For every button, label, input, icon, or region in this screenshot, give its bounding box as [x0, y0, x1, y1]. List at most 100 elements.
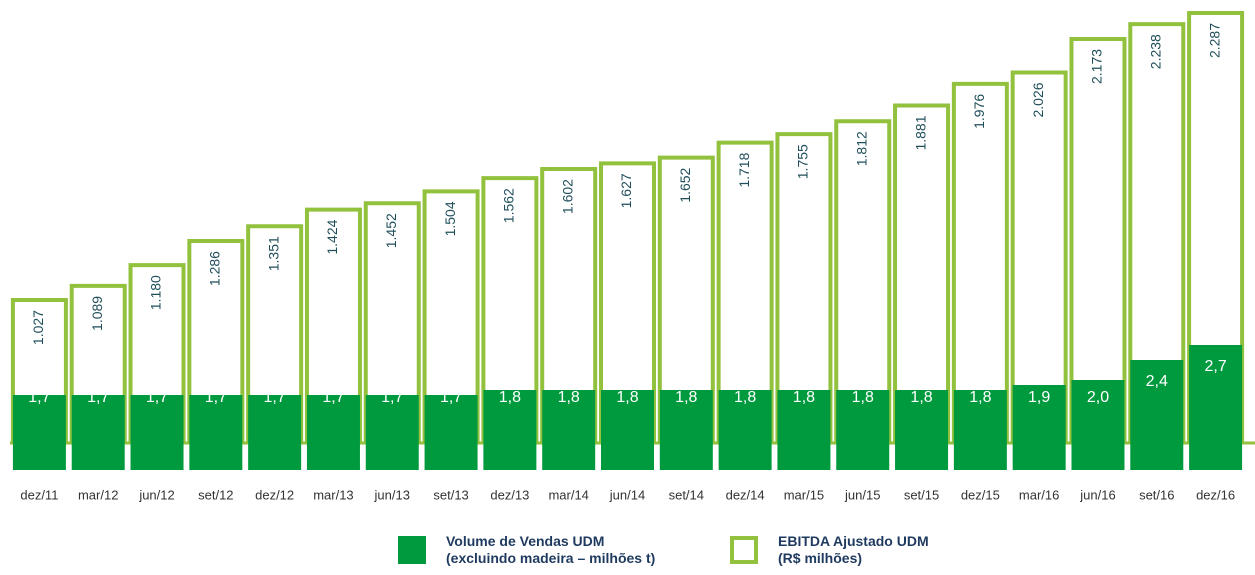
- ebitda-label: 1.504: [442, 201, 458, 236]
- ebitda-label: 1.351: [265, 236, 281, 271]
- ebitda-label: 2.287: [1206, 23, 1222, 58]
- x-tick-label: set/14: [669, 487, 704, 502]
- volume-bar: [1071, 380, 1125, 470]
- volume-label: 1,9: [1028, 389, 1050, 406]
- x-tick-label: set/15: [904, 487, 939, 502]
- ebitda-bar: [304, 207, 362, 443]
- x-tick-label: dez/14: [726, 487, 765, 502]
- volume-label: 1,7: [146, 389, 168, 406]
- volume-bar: [895, 390, 949, 470]
- x-tick-label: mar/15: [784, 487, 824, 502]
- x-tick-label: dez/13: [490, 487, 529, 502]
- ebitda-label: 2.238: [1147, 34, 1163, 69]
- ebitda-label: 1.881: [912, 115, 928, 150]
- volume-label: 1,8: [969, 389, 991, 406]
- volume-bar: [189, 395, 243, 470]
- ebitda-bar: [1128, 22, 1186, 443]
- ebitda-bar: [540, 167, 598, 443]
- volume-bar: [306, 395, 360, 470]
- volume-bar: [424, 395, 478, 470]
- x-tick-label: dez/16: [1196, 487, 1235, 502]
- ebitda-bar: [128, 263, 186, 443]
- ebitda-label: 1.602: [559, 179, 575, 214]
- volume-bar: [953, 390, 1007, 470]
- ebitda-bar: [716, 140, 774, 443]
- ebitda-label: 2.026: [1030, 82, 1046, 117]
- ebitda-bar: [1069, 36, 1127, 443]
- ebitda-label: 1.180: [148, 275, 164, 310]
- volume-label: 1,7: [381, 389, 403, 406]
- volume-label: 1,7: [440, 389, 462, 406]
- volume-label: 1,7: [322, 389, 344, 406]
- ebitda-label: 1.718: [736, 152, 752, 187]
- ebitda-label: 1.812: [853, 131, 869, 166]
- x-tick-label: jun/12: [138, 487, 174, 502]
- ebitda-bar: [422, 189, 480, 443]
- x-tick-label: dez/15: [961, 487, 1000, 502]
- volume-label: 1,8: [558, 389, 580, 406]
- volume-bar: [130, 395, 184, 470]
- ebitda-bar: [187, 239, 245, 443]
- ebitda-bar: [893, 103, 951, 443]
- x-tick-label: jun/15: [844, 487, 880, 502]
- volume-bar: [71, 395, 125, 470]
- x-tick-label: set/16: [1139, 487, 1174, 502]
- volume-bar: [483, 390, 537, 470]
- volume-label: 1,8: [616, 389, 638, 406]
- ebitda-bar: [657, 155, 715, 443]
- x-tick-label: set/13: [433, 487, 468, 502]
- ebitda-label: 1.424: [324, 219, 340, 254]
- ebitda-label: 2.173: [1089, 49, 1105, 84]
- ebitda-bar: [69, 283, 127, 443]
- volume-bar: [1012, 385, 1066, 470]
- ebitda-label: 1.652: [677, 167, 693, 202]
- volume-bar: [836, 390, 890, 470]
- volume-label: 1,8: [499, 389, 521, 406]
- ebitda-label: 1.286: [207, 251, 223, 286]
- ebitda-bar: [1010, 70, 1068, 443]
- ebitda-label: 1.627: [618, 173, 634, 208]
- volume-bar: [365, 395, 419, 470]
- volume-bar: [1130, 360, 1184, 470]
- volume-label: 1,7: [264, 389, 286, 406]
- ebitda-bar: [1187, 10, 1245, 443]
- x-tick-label: mar/16: [1019, 487, 1059, 502]
- x-tick-label: dez/12: [255, 487, 294, 502]
- x-tick-label: set/12: [198, 487, 233, 502]
- ebitda-bar: [834, 119, 892, 443]
- volume-bar: [542, 390, 596, 470]
- ebitda-label: 1.976: [971, 94, 987, 129]
- legend-label: Volume de Vendas UDM (excluindo madeira –…: [446, 533, 655, 566]
- volume-label: 1,8: [675, 389, 697, 406]
- ebitda-bar: [363, 201, 421, 443]
- legend-swatch: [398, 536, 426, 564]
- volume-label: 1,7: [87, 389, 109, 406]
- volume-label: 1,7: [28, 389, 50, 406]
- volume-label: 2,0: [1087, 389, 1109, 406]
- ebitda-bar: [246, 224, 304, 443]
- ebitda-label: 1.562: [501, 188, 517, 223]
- ebitda-label: 1.027: [30, 310, 46, 345]
- x-tick-label: mar/14: [548, 487, 588, 502]
- volume-label: 1,8: [910, 389, 932, 406]
- legend-swatch: [730, 536, 758, 564]
- ebitda-label: 1.755: [795, 144, 811, 179]
- volume-bar: [12, 395, 66, 470]
- x-tick-label: dez/11: [20, 487, 58, 502]
- ebitda-bar: [951, 81, 1009, 443]
- ebitda-label: 1.089: [89, 296, 105, 331]
- volume-bar: [1189, 345, 1243, 470]
- x-tick-label: jun/14: [609, 487, 645, 502]
- volume-label: 2,7: [1204, 358, 1226, 375]
- volume-bar: [718, 390, 772, 470]
- volume-bar: [601, 390, 654, 470]
- volume-label: 1,7: [205, 389, 227, 406]
- ebitda-bar: [10, 298, 68, 443]
- volume-bar: [659, 390, 713, 470]
- volume-label: 2,4: [1146, 373, 1168, 390]
- legend-label: EBITDA Ajustado UDM (R$ milhões): [778, 533, 929, 566]
- ebitda-label: 1.452: [383, 213, 399, 248]
- x-tick-label: jun/13: [374, 487, 410, 502]
- ebitda-bar: [481, 176, 539, 443]
